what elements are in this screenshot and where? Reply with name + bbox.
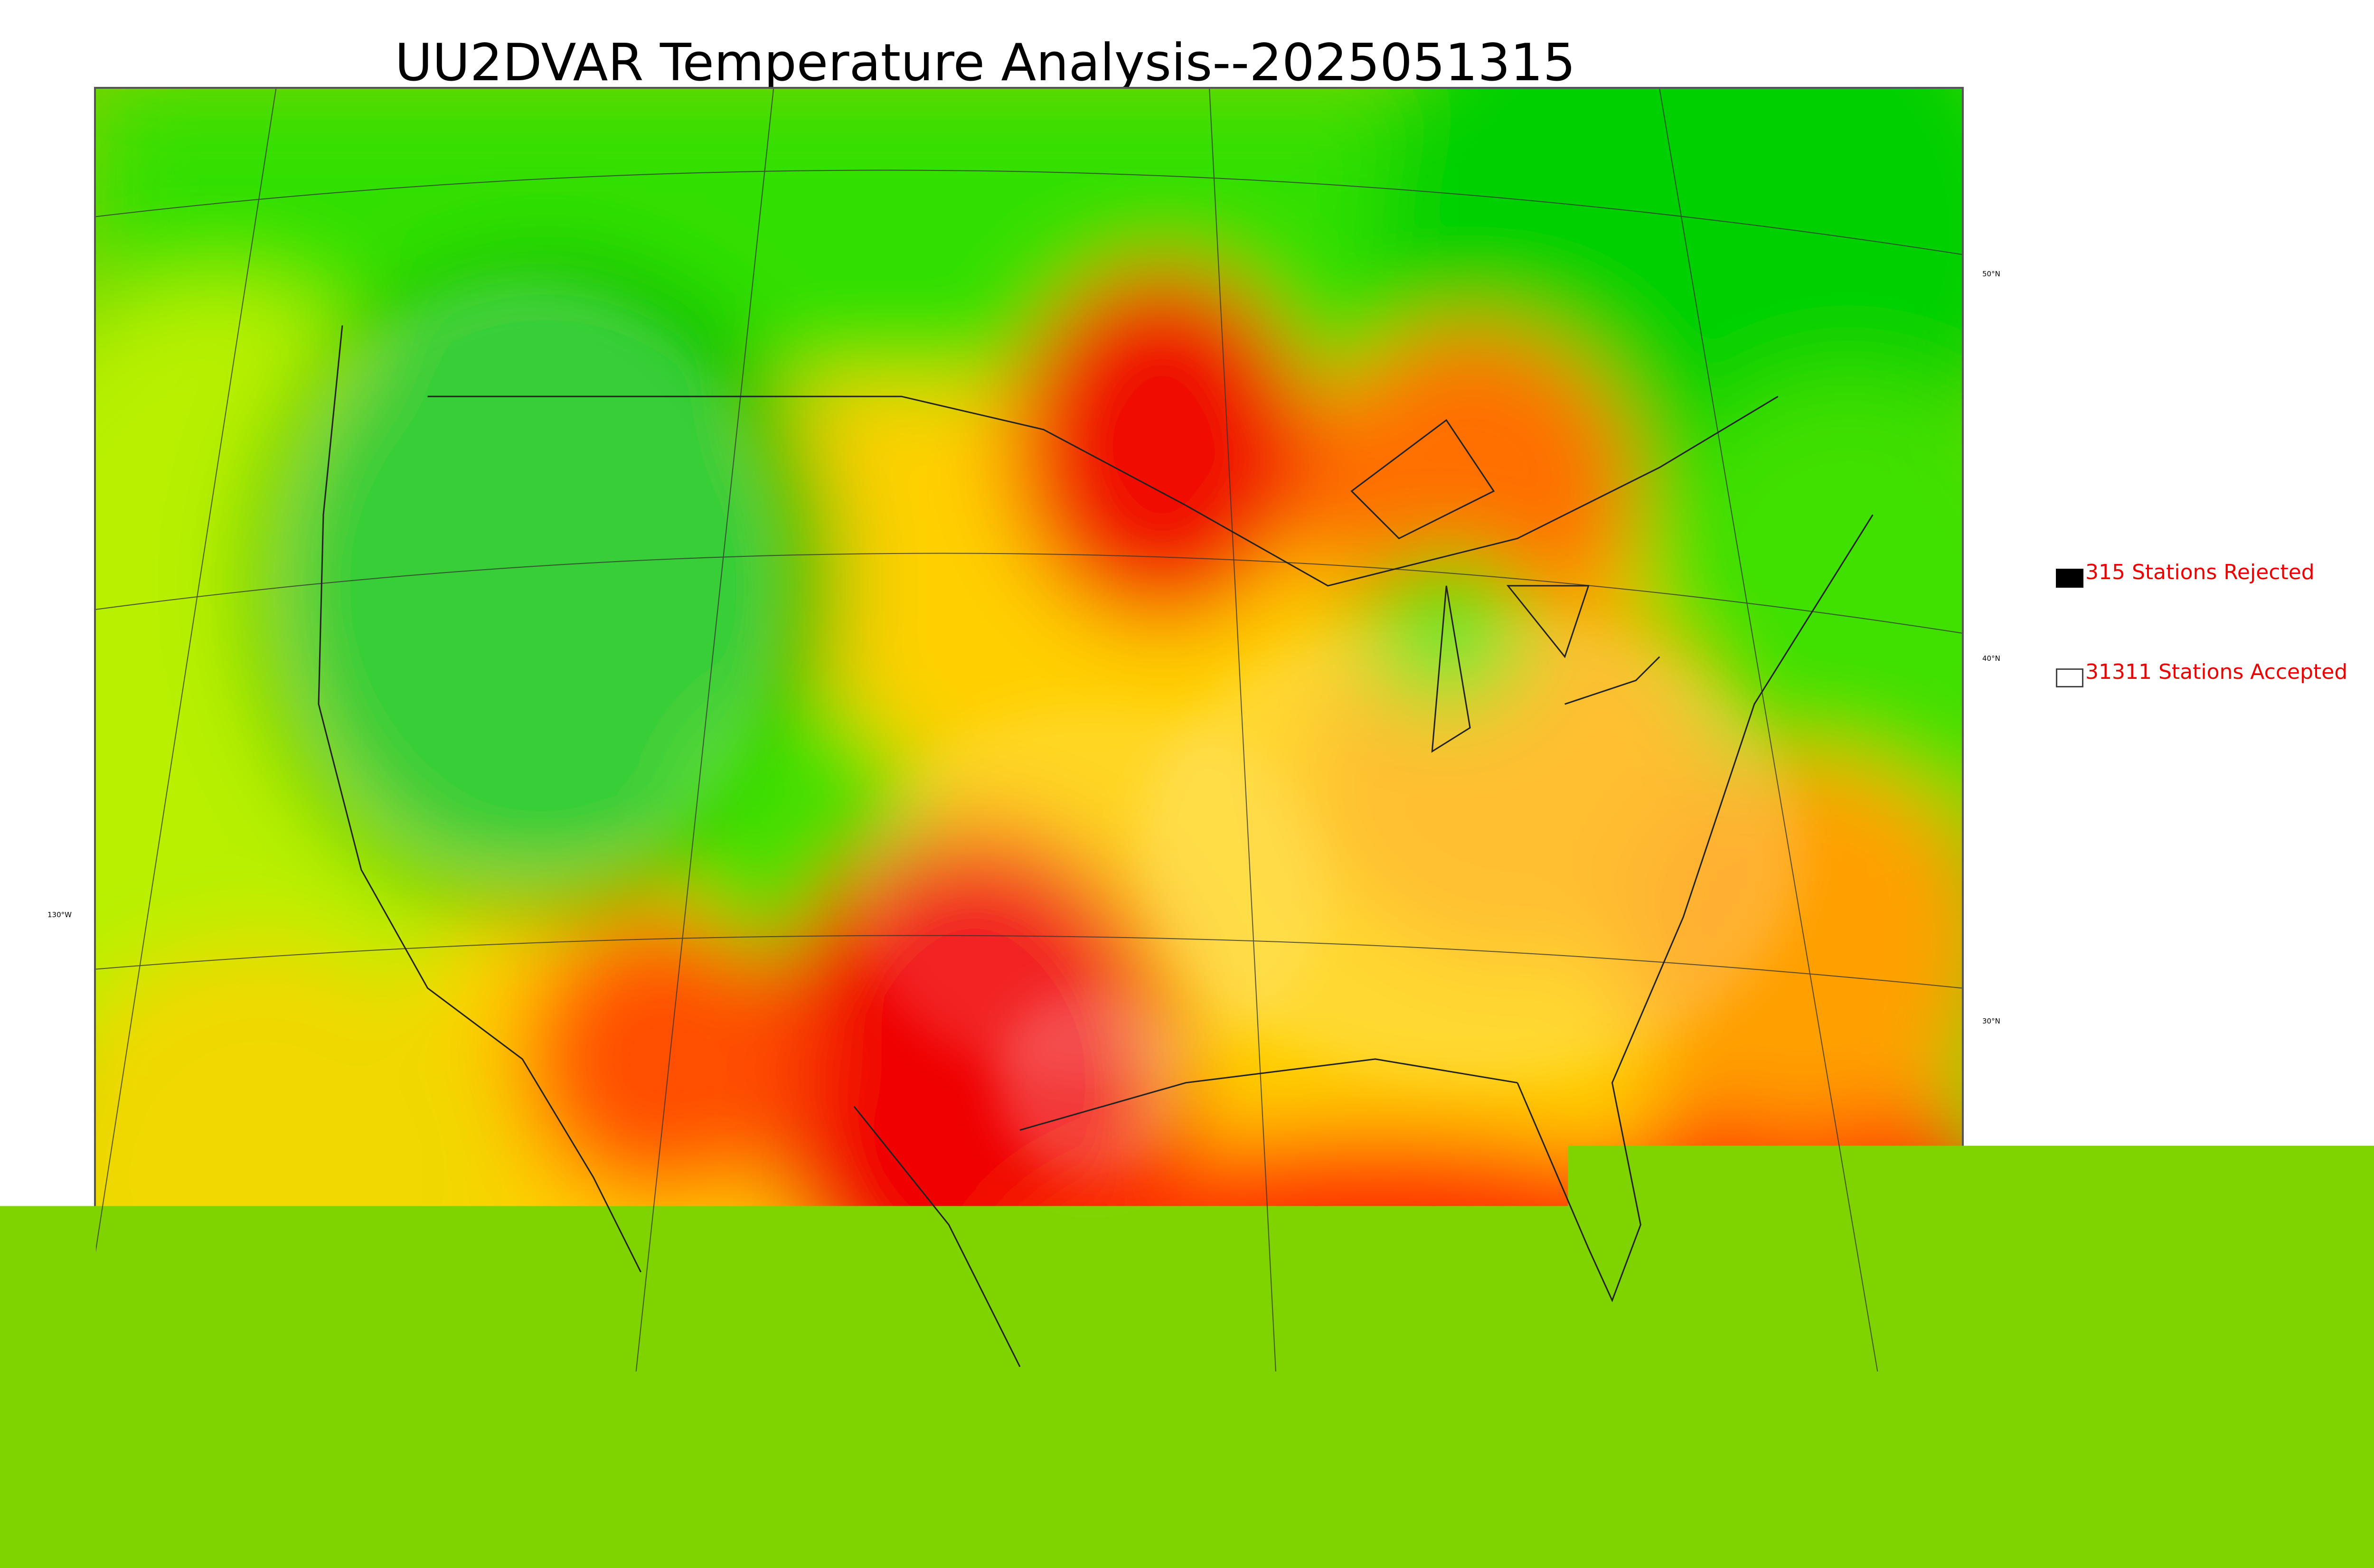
colorbar-tick-label: 25 — [1366, 1505, 1393, 1529]
colorbar-tick-label: -25 — [668, 1505, 702, 1529]
colorbar-tick-label: 10 — [1158, 1505, 1184, 1529]
lat-label-50: 50°N — [1982, 270, 2000, 278]
colorbar-tick-label: -5 — [952, 1505, 973, 1529]
temperature-field — [96, 89, 1962, 1371]
colorbar-tick-label: -10 — [876, 1505, 911, 1529]
colorbar-tick-label: -40 — [460, 1505, 494, 1529]
colorbar-tick-label: 35 — [1505, 1505, 1531, 1529]
lat-label-40: 40°N — [1982, 654, 2000, 663]
rejected-marker — [2056, 569, 2083, 588]
colorbar-tick-label: -20 — [738, 1505, 772, 1529]
colorbar-tick-label: 15 — [1227, 1505, 1253, 1529]
rejected-label: 315 Stations Rejected — [2085, 560, 2315, 584]
temperature-colorbar — [477, 1450, 1587, 1506]
colorbar-tick-label: 20 — [1297, 1505, 1323, 1529]
temperature-map — [94, 87, 1964, 1373]
lon-label-90: 90°W — [1276, 1389, 1296, 1397]
colorbar-tick-label: 5 — [1095, 1505, 1108, 1529]
lat-label-30: 30°N — [1982, 1017, 2000, 1025]
accepted-marker — [2056, 668, 2083, 687]
colorbar-tick-label: 40 — [1574, 1505, 1601, 1529]
colorbar-tick-label: 30 — [1435, 1505, 1462, 1529]
lon-label-70: 70°W — [1931, 1389, 1950, 1397]
colorbar-tick-label: -30 — [599, 1505, 633, 1529]
accepted-label: 31311 Stations Accepted — [2085, 660, 2347, 684]
colorbar-tick-label: -15 — [807, 1505, 841, 1529]
colorbar-tick-label: -35 — [529, 1505, 564, 1529]
lon-label-130: 130°W — [47, 911, 72, 919]
map-title: UU2DVAR Temperature Analysis--2025051315 — [0, 33, 1970, 93]
colorbar-tick-label: 0 — [1026, 1505, 1039, 1529]
colorbar-gradient — [477, 1450, 1587, 1506]
lon-label-110: 110°W — [627, 1389, 651, 1397]
